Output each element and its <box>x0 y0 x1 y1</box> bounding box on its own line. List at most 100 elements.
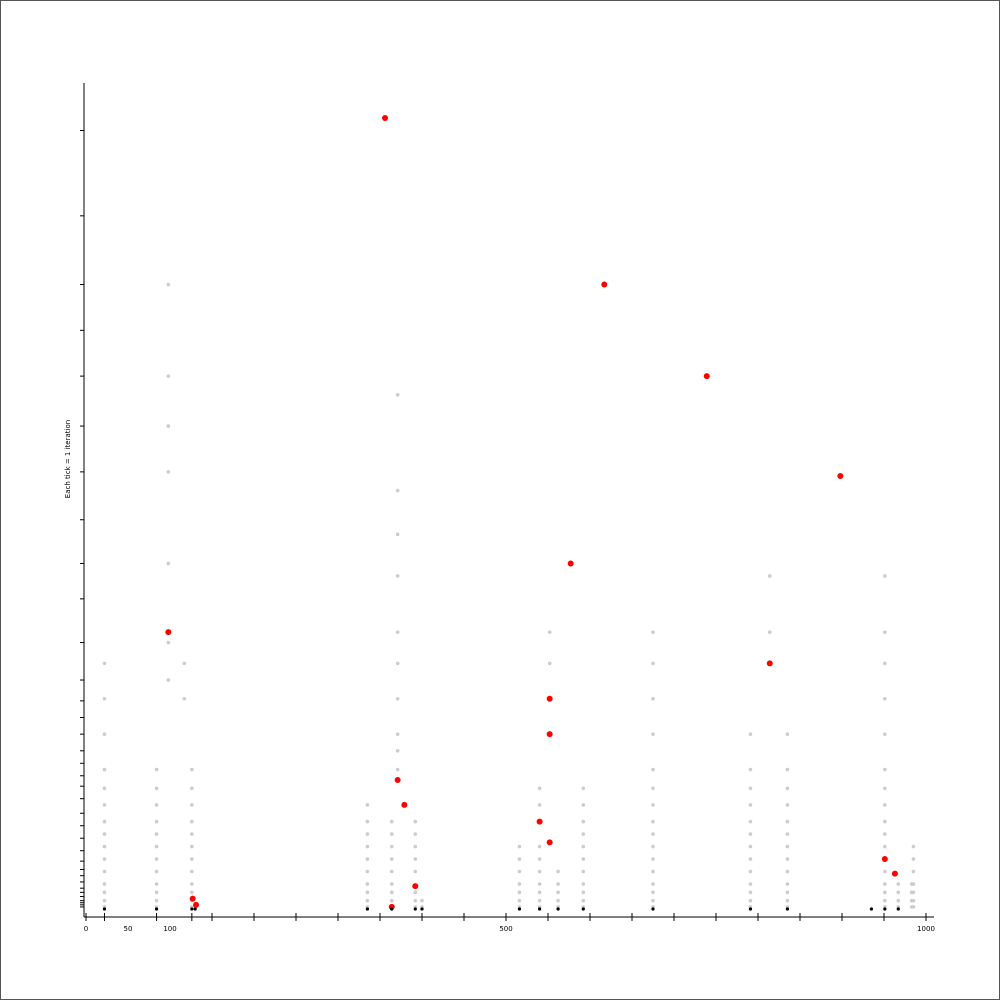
history-point-126 <box>651 890 655 895</box>
history-point-78 <box>413 898 418 903</box>
history-point-96 <box>537 890 542 895</box>
history-point-53 <box>365 857 370 861</box>
history-point-119 <box>581 844 586 849</box>
history-point-176 <box>883 898 887 903</box>
history-point-183 <box>883 819 887 824</box>
history-point-10 <box>102 786 107 791</box>
history-point-132 <box>651 819 655 824</box>
history-point-83 <box>413 832 418 836</box>
baseline-point-14 <box>785 907 790 911</box>
current-point-3 <box>382 115 389 121</box>
current-point-2 <box>193 901 200 908</box>
history-point-150 <box>748 786 753 791</box>
history-point-9 <box>102 803 107 807</box>
history-point-86 <box>420 898 424 903</box>
baseline-point-8 <box>517 907 522 911</box>
history-point-103 <box>537 786 542 791</box>
history-point-31 <box>166 424 171 428</box>
history-point-136 <box>651 732 655 736</box>
history-point-16 <box>154 898 159 903</box>
history-point-186 <box>883 767 887 772</box>
history-point-41 <box>190 857 194 861</box>
history-point-100 <box>537 844 542 849</box>
y-axis-ticks <box>80 129 84 908</box>
current-point-5 <box>394 776 401 783</box>
history-point-20 <box>154 857 159 861</box>
history-point-159 <box>785 869 790 874</box>
history-point-154 <box>767 574 772 578</box>
history-point-195 <box>896 882 901 886</box>
data-points <box>102 115 916 911</box>
history-point-157 <box>785 890 790 895</box>
history-point-160 <box>785 857 790 861</box>
history-point-23 <box>154 819 159 824</box>
y-axis-label: Each tick = 1 iteration <box>64 420 72 498</box>
history-point-143 <box>748 882 753 886</box>
history-point-190 <box>883 630 887 634</box>
history-point-116 <box>581 882 586 886</box>
history-point-81 <box>413 857 418 861</box>
history-point-146 <box>748 844 753 849</box>
history-point-69 <box>395 732 400 736</box>
baseline-point-3 <box>193 907 197 911</box>
history-point-97 <box>537 882 542 886</box>
history-point-25 <box>154 786 159 791</box>
history-point-26 <box>154 767 159 772</box>
history-point-125 <box>651 898 655 903</box>
history-point-196 <box>909 905 914 909</box>
history-point-71 <box>395 661 400 666</box>
current-point-12 <box>567 560 574 567</box>
current-point-10 <box>546 731 553 738</box>
history-point-149 <box>748 803 753 807</box>
history-point-79 <box>413 890 418 895</box>
history-point-189 <box>883 661 887 666</box>
history-point-39 <box>190 882 194 886</box>
baseline-point-13 <box>748 907 753 911</box>
history-point-142 <box>748 890 753 895</box>
history-point-158 <box>785 882 790 886</box>
history-point-76 <box>395 393 400 397</box>
history-point-24 <box>154 803 159 807</box>
history-point-197 <box>909 898 914 903</box>
baseline-point-4 <box>365 907 369 911</box>
baseline-point-16 <box>883 907 887 911</box>
history-point-70 <box>395 696 400 701</box>
history-point-45 <box>190 803 194 807</box>
current-point-0 <box>165 629 172 636</box>
history-point-138 <box>651 661 655 666</box>
history-point-55 <box>365 832 370 836</box>
history-point-88 <box>517 898 522 903</box>
history-point-111 <box>556 869 560 874</box>
history-point-1 <box>102 898 107 903</box>
history-point-47 <box>190 767 194 772</box>
baseline-point-5 <box>390 907 394 911</box>
current-point-16 <box>837 473 844 480</box>
history-point-120 <box>581 832 586 836</box>
history-point-72 <box>395 630 400 634</box>
current-point-6 <box>401 801 408 808</box>
history-point-28 <box>166 640 171 645</box>
history-point-30 <box>166 470 171 474</box>
history-point-194 <box>896 890 901 895</box>
history-point-145 <box>748 857 753 861</box>
history-point-135 <box>651 767 655 772</box>
history-point-61 <box>389 882 394 886</box>
history-point-50 <box>365 890 370 895</box>
history-point-130 <box>651 844 655 849</box>
history-point-115 <box>581 890 586 895</box>
history-point-98 <box>537 869 542 874</box>
x-tick-label-4: 1000 <box>917 925 935 933</box>
history-point-42 <box>190 844 194 849</box>
history-point-128 <box>651 869 655 874</box>
history-point-178 <box>883 882 887 886</box>
history-point-127 <box>651 882 655 886</box>
history-point-105 <box>547 661 552 666</box>
history-point-13 <box>102 696 107 701</box>
history-point-6 <box>102 844 107 849</box>
history-point-68 <box>395 749 400 753</box>
history-point-166 <box>785 767 790 772</box>
history-point-187 <box>883 732 887 736</box>
x-tick-label-3: 500 <box>499 925 512 933</box>
history-point-167 <box>785 732 790 736</box>
